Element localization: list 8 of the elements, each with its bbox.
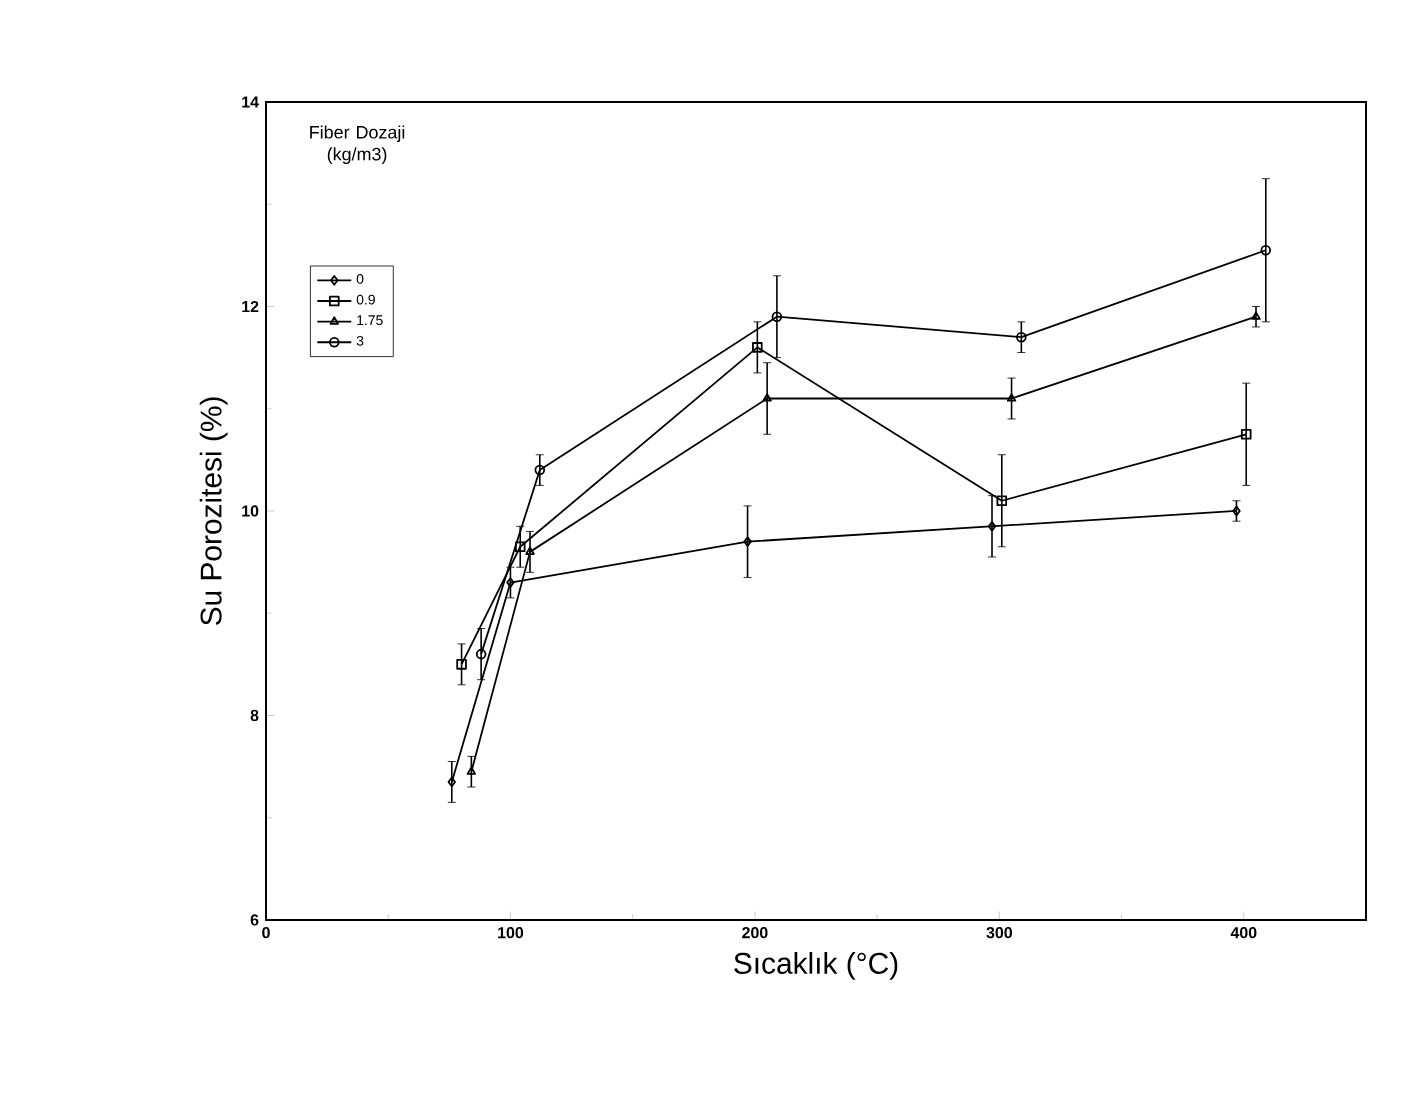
point <box>514 541 526 553</box>
y-axis-title: Su Porozitesi (%) <box>199 397 228 626</box>
point <box>752 342 763 353</box>
legend-title: Fiber Dozaji (kg/m3) <box>310 125 405 165</box>
point <box>996 495 1008 507</box>
x-axis-title: Sıcaklık (°C) <box>734 952 898 980</box>
point <box>456 659 467 670</box>
point <box>1240 429 1252 440</box>
